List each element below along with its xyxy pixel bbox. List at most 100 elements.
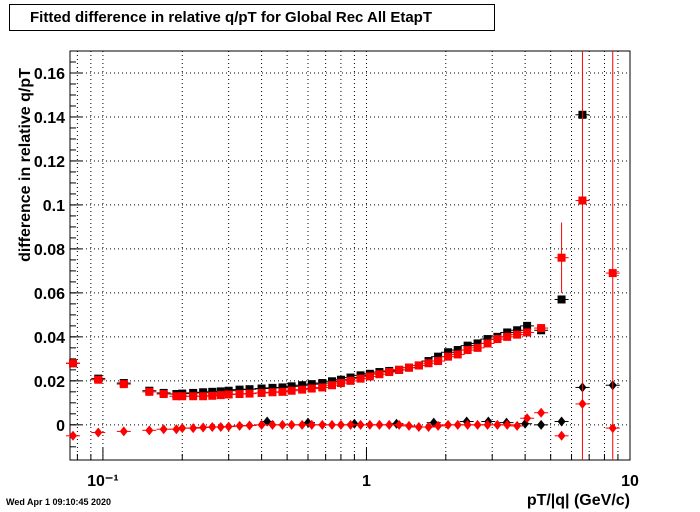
y-tick-label: 0 xyxy=(56,418,65,435)
plot-frame xyxy=(69,50,631,461)
data-point-square xyxy=(483,339,492,348)
data-point-diamond xyxy=(557,430,566,441)
data-point-square xyxy=(307,384,316,393)
x-tick-label: 10 xyxy=(621,473,639,490)
data-point-square xyxy=(473,339,482,348)
data-point-square xyxy=(278,383,287,392)
data-point-diamond xyxy=(503,419,512,430)
data-point-diamond xyxy=(493,419,502,430)
data-point-square xyxy=(434,352,443,361)
data-point-square xyxy=(385,368,394,377)
data-point-diamond xyxy=(199,422,208,433)
data-point-diamond xyxy=(159,424,168,435)
data-point-square xyxy=(463,341,472,350)
y-tick-label: 0.02 xyxy=(34,374,65,391)
data-point-diamond xyxy=(434,420,443,431)
data-point-diamond xyxy=(307,419,316,430)
data-point-diamond xyxy=(257,419,266,430)
data-point-diamond xyxy=(224,421,233,432)
data-point-square xyxy=(318,383,327,392)
data-point-square xyxy=(94,375,103,384)
data-point-diamond xyxy=(483,419,492,430)
data-point-diamond xyxy=(178,423,187,434)
data-point-diamond xyxy=(414,422,423,433)
data-point-square xyxy=(307,380,316,389)
data-point-square xyxy=(278,387,287,396)
data-point-diamond xyxy=(245,420,254,431)
data-point-diamond xyxy=(385,419,394,430)
data-point-diamond xyxy=(119,426,128,437)
data-point-diamond xyxy=(318,419,327,430)
data-point-diamond xyxy=(94,427,103,438)
data-point-square xyxy=(365,372,374,381)
data-point-square xyxy=(453,350,462,359)
data-point-diamond xyxy=(356,419,365,430)
data-point-diamond xyxy=(557,416,566,427)
data-point-diamond xyxy=(346,419,355,430)
data-point-diamond xyxy=(208,422,217,433)
data-point-diamond xyxy=(287,419,296,430)
data-point-diamond xyxy=(278,419,287,430)
data-point-square xyxy=(453,346,462,355)
data-point-square xyxy=(245,385,254,394)
data-point-square xyxy=(224,390,233,399)
data-point-diamond xyxy=(216,422,225,433)
data-point-square xyxy=(463,346,472,355)
data-point-square xyxy=(235,385,244,394)
data-point-diamond xyxy=(365,419,374,430)
data-point-diamond xyxy=(336,419,345,430)
x-tick-label: 10⁻¹ xyxy=(87,473,119,490)
data-point-square xyxy=(245,389,254,398)
data-point-square xyxy=(119,380,128,389)
x-tick-label: 1 xyxy=(362,473,371,490)
y-tick-label: 0.14 xyxy=(34,110,65,127)
y-tick-label: 0.12 xyxy=(34,154,65,171)
data-point-square xyxy=(69,359,78,368)
data-point-square xyxy=(434,357,443,366)
data-point-square xyxy=(503,332,512,341)
data-point-square xyxy=(336,379,345,388)
data-point-diamond xyxy=(444,419,453,430)
data-point-square xyxy=(268,383,277,392)
data-point-square xyxy=(328,381,337,390)
data-point-diamond xyxy=(463,419,472,430)
data-point-diamond xyxy=(268,419,277,430)
data-point-square xyxy=(483,335,492,344)
data-point-square xyxy=(444,352,453,361)
data-point-square xyxy=(513,330,522,339)
data-point-square xyxy=(503,328,512,337)
y-tick-label: 0.06 xyxy=(34,286,65,303)
data-point-square xyxy=(356,374,365,383)
data-point-diamond xyxy=(375,419,384,430)
data-point-square xyxy=(346,376,355,385)
data-point-diamond xyxy=(172,424,181,435)
data-point-square xyxy=(208,391,217,400)
data-point-diamond xyxy=(453,419,462,430)
data-point-diamond xyxy=(523,413,532,424)
data-point-square xyxy=(199,392,208,401)
chart-title: Fitted difference in relative q/pT for G… xyxy=(9,4,495,31)
y-tick-label: 0.1 xyxy=(43,198,65,215)
data-point-square xyxy=(404,363,413,372)
y-tick-label: 0.04 xyxy=(34,330,65,347)
data-point-square xyxy=(298,385,307,394)
data-point-square xyxy=(414,361,423,370)
data-point-square xyxy=(189,392,198,401)
data-point-diamond xyxy=(473,419,482,430)
data-point-square xyxy=(216,391,225,400)
data-point-square xyxy=(178,392,187,401)
data-point-diamond xyxy=(404,420,413,431)
data-point-square xyxy=(537,324,546,333)
y-axis-label-text: difference in relative q/pT xyxy=(17,68,34,262)
data-point-square xyxy=(268,388,277,397)
chart-title-text: Fitted difference in relative q/pT for G… xyxy=(30,9,433,26)
timestamp: Wed Apr 1 09:10:45 2020 xyxy=(6,497,112,507)
data-point-square xyxy=(395,365,404,374)
y-tick-label: 0.16 xyxy=(34,66,65,83)
data-point-square xyxy=(287,382,296,391)
data-point-square xyxy=(473,343,482,352)
data-point-diamond xyxy=(395,419,404,430)
data-point-diamond xyxy=(513,420,522,431)
data-point-square xyxy=(523,328,532,337)
